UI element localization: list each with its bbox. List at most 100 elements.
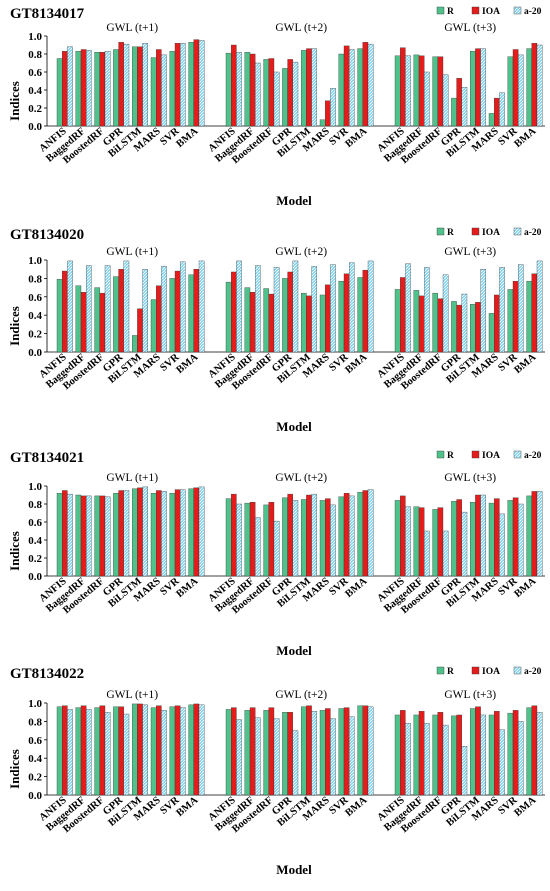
y-tick-label: 0.2 <box>28 553 42 565</box>
bar-R <box>169 51 176 127</box>
bar-R <box>150 57 157 127</box>
x-tick-label: BMA <box>512 126 538 150</box>
bar-a-20 <box>480 714 486 796</box>
bar-R <box>132 46 138 127</box>
bar-a-20 <box>424 71 430 127</box>
bar-IOA <box>268 707 275 796</box>
panel-label: GWL (t+2) <box>275 472 327 484</box>
bar-IOA <box>156 705 162 796</box>
y-axis-title: Indices <box>7 531 22 571</box>
bar-IOA <box>193 703 200 796</box>
bar-IOA <box>325 708 331 796</box>
bar-R <box>394 500 401 577</box>
bar-IOA <box>362 42 369 127</box>
bar-a-20 <box>180 43 186 127</box>
bar-IOA <box>231 271 237 353</box>
y-tick-label: 0.2 <box>28 329 42 341</box>
panel-label: GWL (t+1) <box>106 22 158 34</box>
bar-a-20 <box>236 719 242 796</box>
bar-IOA <box>400 495 406 577</box>
bar-R <box>301 292 307 353</box>
x-tick-label: BMA <box>512 576 538 600</box>
bar-a-20 <box>349 716 355 796</box>
bar-R <box>432 56 438 127</box>
y-tick-label: 1.0 <box>28 255 42 267</box>
bar-R <box>507 712 514 796</box>
x-tick-label: BMA <box>343 795 369 819</box>
legend-swatch-R <box>436 227 445 236</box>
bar-a-20 <box>292 730 299 796</box>
bar-IOA <box>99 705 106 796</box>
bar-a-20 <box>180 707 186 796</box>
bar-a-20 <box>518 264 524 353</box>
bar-R <box>150 299 157 353</box>
bar-R <box>338 53 345 127</box>
y-tick-label: 0.4 <box>28 310 42 322</box>
bar-IOA <box>475 494 481 577</box>
bar-a-20 <box>536 44 543 127</box>
panel-2: GWL (t+2)ANFISBaggedRFBoostedRFGPRBiLSTM… <box>207 22 374 166</box>
bar-IOA <box>362 705 369 796</box>
bar-R <box>282 497 288 577</box>
bar-R <box>244 502 251 577</box>
x-tick-label: BMA <box>343 352 369 376</box>
bar-IOA <box>456 499 462 577</box>
legend-swatch-IOA <box>471 6 480 15</box>
bar-R <box>357 277 363 353</box>
bar-R <box>357 705 363 796</box>
bar-IOA <box>512 49 519 127</box>
bar-IOA <box>418 55 425 127</box>
y-tick-label: 1.0 <box>28 481 42 493</box>
bar-R <box>94 52 100 127</box>
bar-IOA <box>156 285 162 353</box>
bar-a-20 <box>499 92 505 127</box>
bar-R <box>526 707 532 796</box>
panel-label: GWL (t+3) <box>444 246 496 258</box>
bar-IOA <box>531 43 538 127</box>
bar-R <box>432 509 438 577</box>
bar-a-20 <box>461 511 468 577</box>
bar-a-20 <box>273 520 280 577</box>
y-axis-title: Indices <box>7 749 22 789</box>
bar-IOA <box>268 293 275 353</box>
chart-block-1: GT8134017 R IOA a-20 0.0 0.2 0.4 0.6 0.8 1.0 Indic… <box>7 6 545 208</box>
bar-IOA <box>362 269 369 353</box>
panel-3: GWL (t+3)ANFISBaggedRFBoostedRFGPRBiLSTM… <box>376 246 543 392</box>
bar-a-20 <box>142 704 148 796</box>
bar-R <box>301 706 307 796</box>
bar-R <box>225 52 232 127</box>
bar-a-20 <box>255 517 261 577</box>
bar-R <box>188 488 194 577</box>
legend-swatch-IOA <box>471 666 480 675</box>
bar-IOA <box>268 502 275 577</box>
bar-a-20 <box>536 260 543 353</box>
bar-R <box>263 288 269 353</box>
bar-IOA <box>475 706 481 796</box>
panel-2: GWL (t+2)ANFISBaggedRFBoostedRFGPRBiLSTM… <box>207 689 374 835</box>
bar-IOA <box>193 487 200 577</box>
bar-R <box>451 301 457 353</box>
bar-a-20 <box>480 494 486 577</box>
bar-IOA <box>418 295 425 353</box>
y-tick-label: 0.6 <box>28 292 42 304</box>
legend-label-IOA: IOA <box>482 451 500 461</box>
bar-IOA <box>343 273 350 353</box>
legend-label-IOA: IOA <box>482 228 500 238</box>
bar-R <box>75 494 82 577</box>
bar-IOA <box>362 490 369 577</box>
bar-R <box>338 496 345 577</box>
y-axis-title: Indices <box>7 81 22 121</box>
bar-a-20 <box>86 265 92 353</box>
legend-swatch-R <box>436 450 445 459</box>
bar-a-20 <box>311 493 317 577</box>
bar-R <box>507 56 514 127</box>
bar-a-20 <box>104 265 111 353</box>
bar-a-20 <box>123 43 130 127</box>
bar-R <box>319 710 326 796</box>
panel-1: GWL (t+1)ANFISBaggedRFBoostedRFGPRBiLSTM… <box>38 22 205 166</box>
bar-IOA <box>268 58 275 127</box>
bar-R <box>526 495 532 577</box>
legend-label-R: R <box>447 451 454 461</box>
